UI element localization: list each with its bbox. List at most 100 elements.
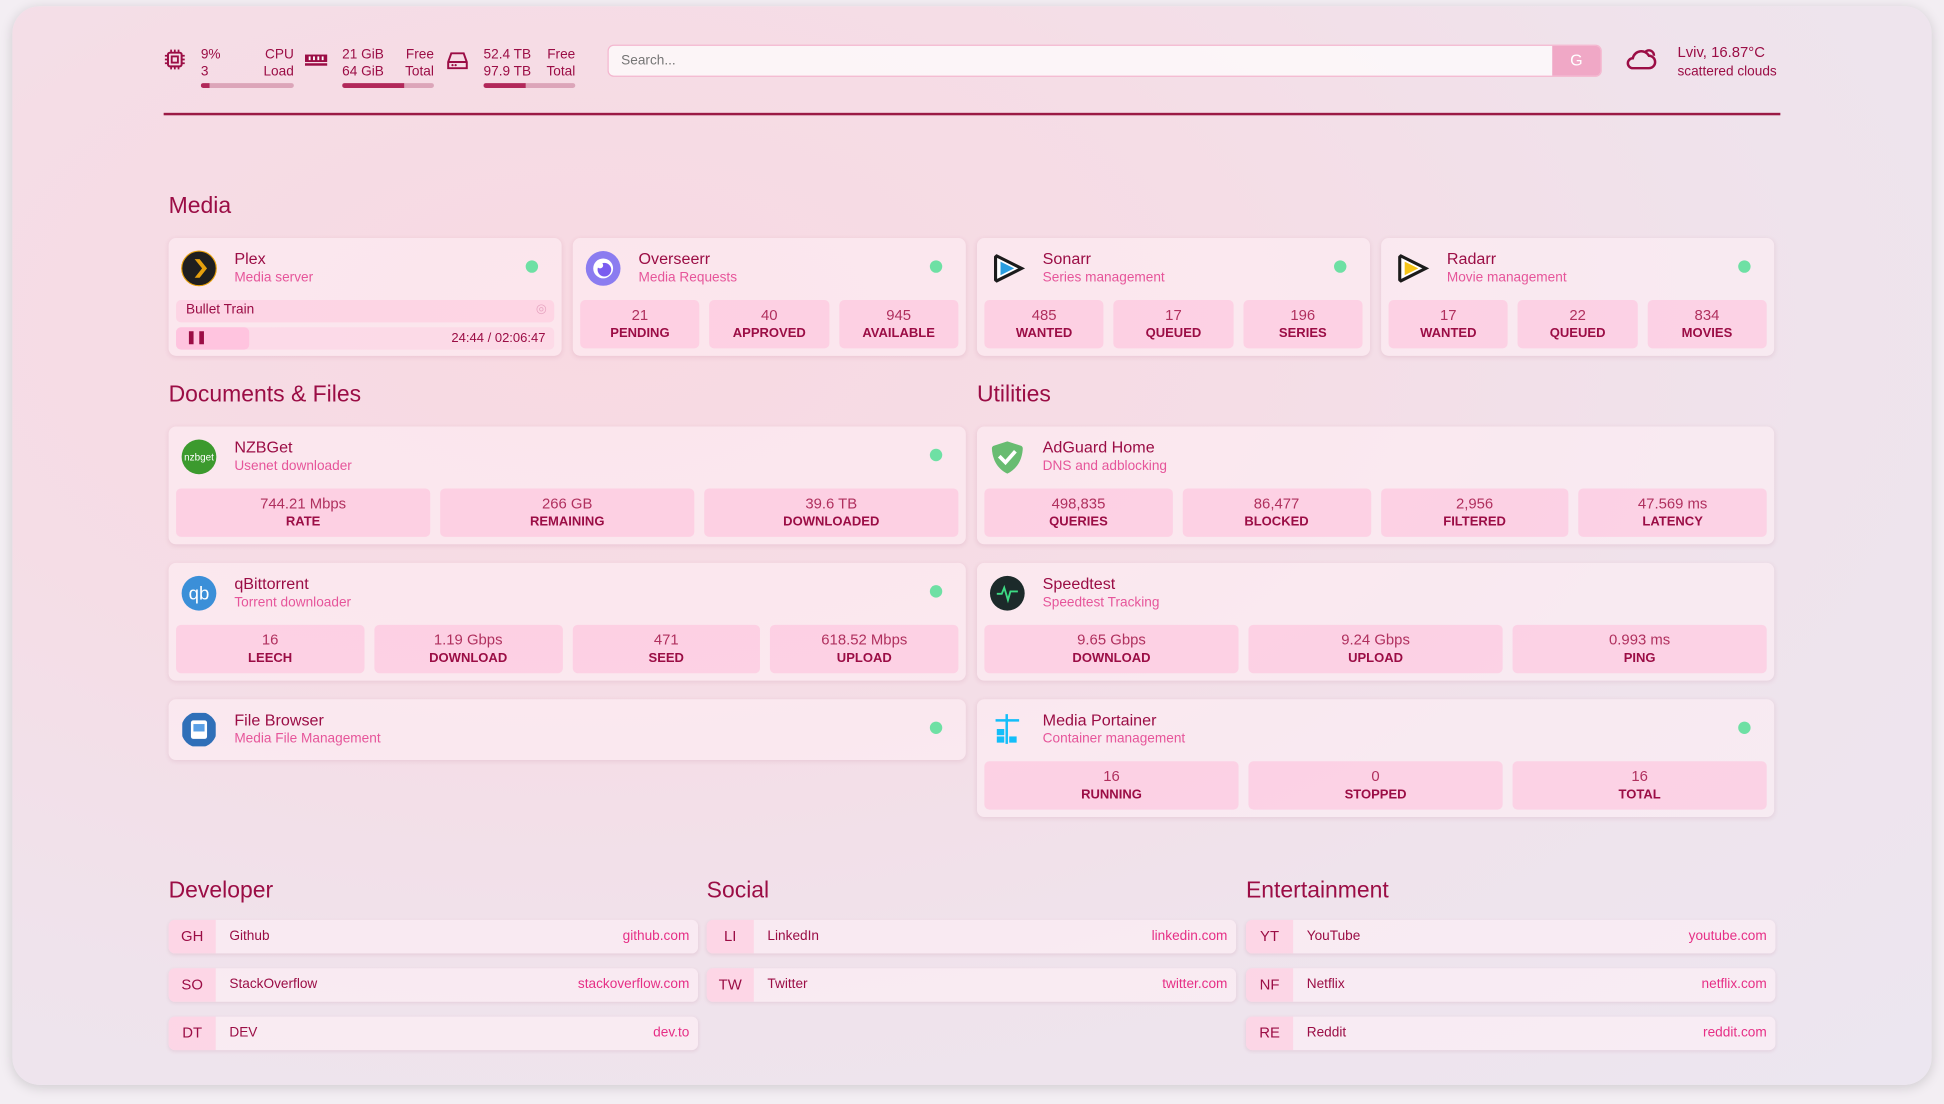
- status-indicator: [929, 260, 943, 273]
- status-indicator: [1738, 721, 1751, 734]
- bookmark-url[interactable]: twitter.com: [1162, 976, 1228, 992]
- bookmark-reddit[interactable]: RE Reddit reddit.com: [1245, 1016, 1776, 1051]
- service-card-adguard[interactable]: AdGuard Home DNS and adblocking 498,835 QU…: [976, 426, 1775, 545]
- bookmark-name: Reddit: [1306, 1025, 1347, 1041]
- now-playing: Bullet Train ◎: [176, 300, 555, 323]
- bookmark-youtube[interactable]: YT YouTube youtube.com: [1245, 919, 1776, 954]
- service-card-portainer[interactable]: Media Portainer Container management 16 RU…: [976, 699, 1775, 818]
- stat-label: DOWNLOAD: [429, 650, 508, 666]
- stat-label: RUNNING: [1081, 787, 1142, 803]
- service-title[interactable]: File Browser: [234, 710, 324, 730]
- service-stats: 485 WANTED 17 QUEUED 196 SERIES: [984, 300, 1363, 349]
- bookmark-url[interactable]: github.com: [622, 928, 690, 944]
- bookmark-url[interactable]: linkedin.com: [1151, 928, 1228, 944]
- stat-label: STOPPED: [1344, 787, 1407, 803]
- stat-block-approved: 40 APPROVED: [709, 300, 829, 349]
- service-card-qbittorrent[interactable]: qb qBittorrent Torrent downloader 16 LEECH…: [168, 562, 966, 681]
- service-subtitle: Speedtest Tracking: [1042, 595, 1160, 610]
- service-title[interactable]: AdGuard Home: [1042, 437, 1155, 457]
- bookmark-dev[interactable]: DT DEV dev.to: [168, 1016, 699, 1051]
- stat-label: REMAINING: [529, 514, 605, 530]
- stat-label: APPROVED: [732, 326, 806, 341]
- bookmark-url[interactable]: stackoverflow.com: [577, 976, 690, 992]
- service-card-sonarr[interactable]: Sonarr Series management 485 WANTED 17 QUEUE…: [976, 238, 1370, 356]
- stat-block-ping: 0.993 ms PING: [1512, 624, 1767, 674]
- service-subtitle: Usenet downloader: [234, 458, 352, 474]
- stat-label: WANTED: [1420, 326, 1477, 341]
- stat-block-running: 16 RUNNING: [984, 761, 1239, 810]
- stat-label: RATE: [285, 514, 321, 530]
- bookmark-name: Twitter: [767, 976, 808, 992]
- stat-block-total: 16 TOTAL: [1512, 761, 1767, 810]
- service-subtitle: Torrent downloader: [234, 595, 352, 610]
- bookmark-github[interactable]: GH Github github.com: [168, 919, 699, 954]
- service-card-speedtest[interactable]: Speedtest Speedtest Tracking 9.65 Gbps DOW…: [976, 562, 1775, 681]
- service-title[interactable]: Sonarr: [1042, 249, 1092, 268]
- stat-value: 47.569 ms: [1637, 494, 1708, 513]
- service-title[interactable]: Overseerr: [638, 249, 711, 268]
- bookmark-twitter[interactable]: TW Twitter twitter.com: [706, 968, 1237, 1002]
- bookmark-url[interactable]: youtube.com: [1688, 928, 1767, 944]
- pause-icon[interactable]: ❚❚: [185, 331, 207, 345]
- stat-label: TOTAL: [1618, 787, 1661, 803]
- stat-block-queued: 22 QUEUED: [1517, 300, 1638, 349]
- service-title[interactable]: Radarr: [1446, 249, 1497, 268]
- service-card-filebrowser[interactable]: File Browser Media File Management: [168, 699, 966, 760]
- playback-bar[interactable]: ❚❚ 24:44 / 02:06:47: [176, 327, 555, 350]
- playback-progress: [176, 327, 250, 350]
- bookmark-abbr: GH: [168, 919, 216, 954]
- stat-block-leech: 16 LEECH: [176, 624, 365, 674]
- status-indicator: [1334, 260, 1347, 273]
- qbittorrent-icon: qb: [181, 575, 217, 611]
- stat-value: 0: [1371, 767, 1380, 785]
- stat-block-upload: 618.52 Mbps UPLOAD: [770, 624, 959, 674]
- search-button[interactable]: G: [1552, 45, 1601, 76]
- service-card-radarr[interactable]: Radarr Movie management 17 WANTED 22 QUEUED 8…: [1381, 238, 1775, 356]
- stat-block-wanted: 17 WANTED: [1388, 300, 1509, 349]
- bookmark-abbr: TW: [706, 968, 754, 1002]
- stat-value: 2,956: [1455, 494, 1494, 513]
- stat-label: PING: [1623, 650, 1656, 666]
- stat-label: QUEUED: [1549, 326, 1606, 341]
- section-title-documents: Documents & Files: [168, 380, 362, 407]
- nzbget-icon: nzbget: [181, 439, 217, 475]
- stat-value: 196: [1290, 306, 1316, 324]
- stat-value: 16: [1631, 767, 1648, 785]
- stat-block-queued: 17 QUEUED: [1113, 300, 1234, 349]
- stat-block-filtered: 2,956 FILTERED: [1380, 488, 1569, 537]
- service-title[interactable]: qBittorrent: [234, 574, 309, 593]
- stat-value: 16: [261, 631, 279, 649]
- stat-value: 266 GB: [541, 494, 593, 513]
- search-input[interactable]: [607, 44, 1602, 77]
- stat-block-stopped: 0 STOPPED: [1248, 761, 1503, 810]
- service-title[interactable]: NZBGet: [234, 437, 293, 457]
- file-browser-icon: [182, 712, 216, 747]
- section-title-entertainment: Entertainment: [1245, 876, 1389, 903]
- service-title[interactable]: Media Portainer: [1042, 710, 1157, 730]
- stat-label: FILTERED: [1443, 514, 1506, 530]
- stat-value: 1.19 Gbps: [433, 631, 503, 649]
- service-card-nzbget[interactable]: nzbget NZBGet Usenet downloader 744.21 Mb…: [168, 426, 966, 545]
- stat-block-queries: 498,835 QUERIES: [984, 488, 1173, 537]
- service-title[interactable]: Speedtest: [1042, 574, 1116, 593]
- bookmark-url[interactable]: dev.to: [653, 1025, 690, 1041]
- bookmark-netflix[interactable]: NF Netflix netflix.com: [1245, 968, 1776, 1002]
- stat-label: WANTED: [1015, 326, 1073, 341]
- disk-icon: [447, 52, 468, 70]
- stat-value: 39.6 TB: [805, 494, 858, 513]
- stat-value: 22: [1569, 306, 1586, 324]
- svg-text:qb: qb: [189, 582, 210, 603]
- bookmark-stackoverflow[interactable]: SO StackOverflow stackoverflow.com: [168, 968, 699, 1002]
- bookmark-name: Github: [229, 928, 270, 944]
- bookmark-name: StackOverflow: [229, 976, 318, 992]
- bookmark-url[interactable]: netflix.com: [1701, 976, 1767, 992]
- bookmark-abbr: SO: [168, 968, 216, 1002]
- service-title[interactable]: Plex: [234, 249, 266, 268]
- service-card-overseerr[interactable]: Overseerr Media Requests 21 PENDING 40 APPRO…: [572, 238, 966, 356]
- bookmark-url[interactable]: reddit.com: [1703, 1025, 1767, 1041]
- stat-value: 21: [631, 306, 649, 324]
- bookmark-linkedin[interactable]: LI LinkedIn linkedin.com: [706, 919, 1237, 954]
- service-card-plex[interactable]: Plex Media server Bullet Train ◎ ❚❚ 24:4…: [168, 238, 562, 356]
- radarr-icon: [1398, 252, 1430, 284]
- bookmark-name: YouTube: [1306, 928, 1361, 944]
